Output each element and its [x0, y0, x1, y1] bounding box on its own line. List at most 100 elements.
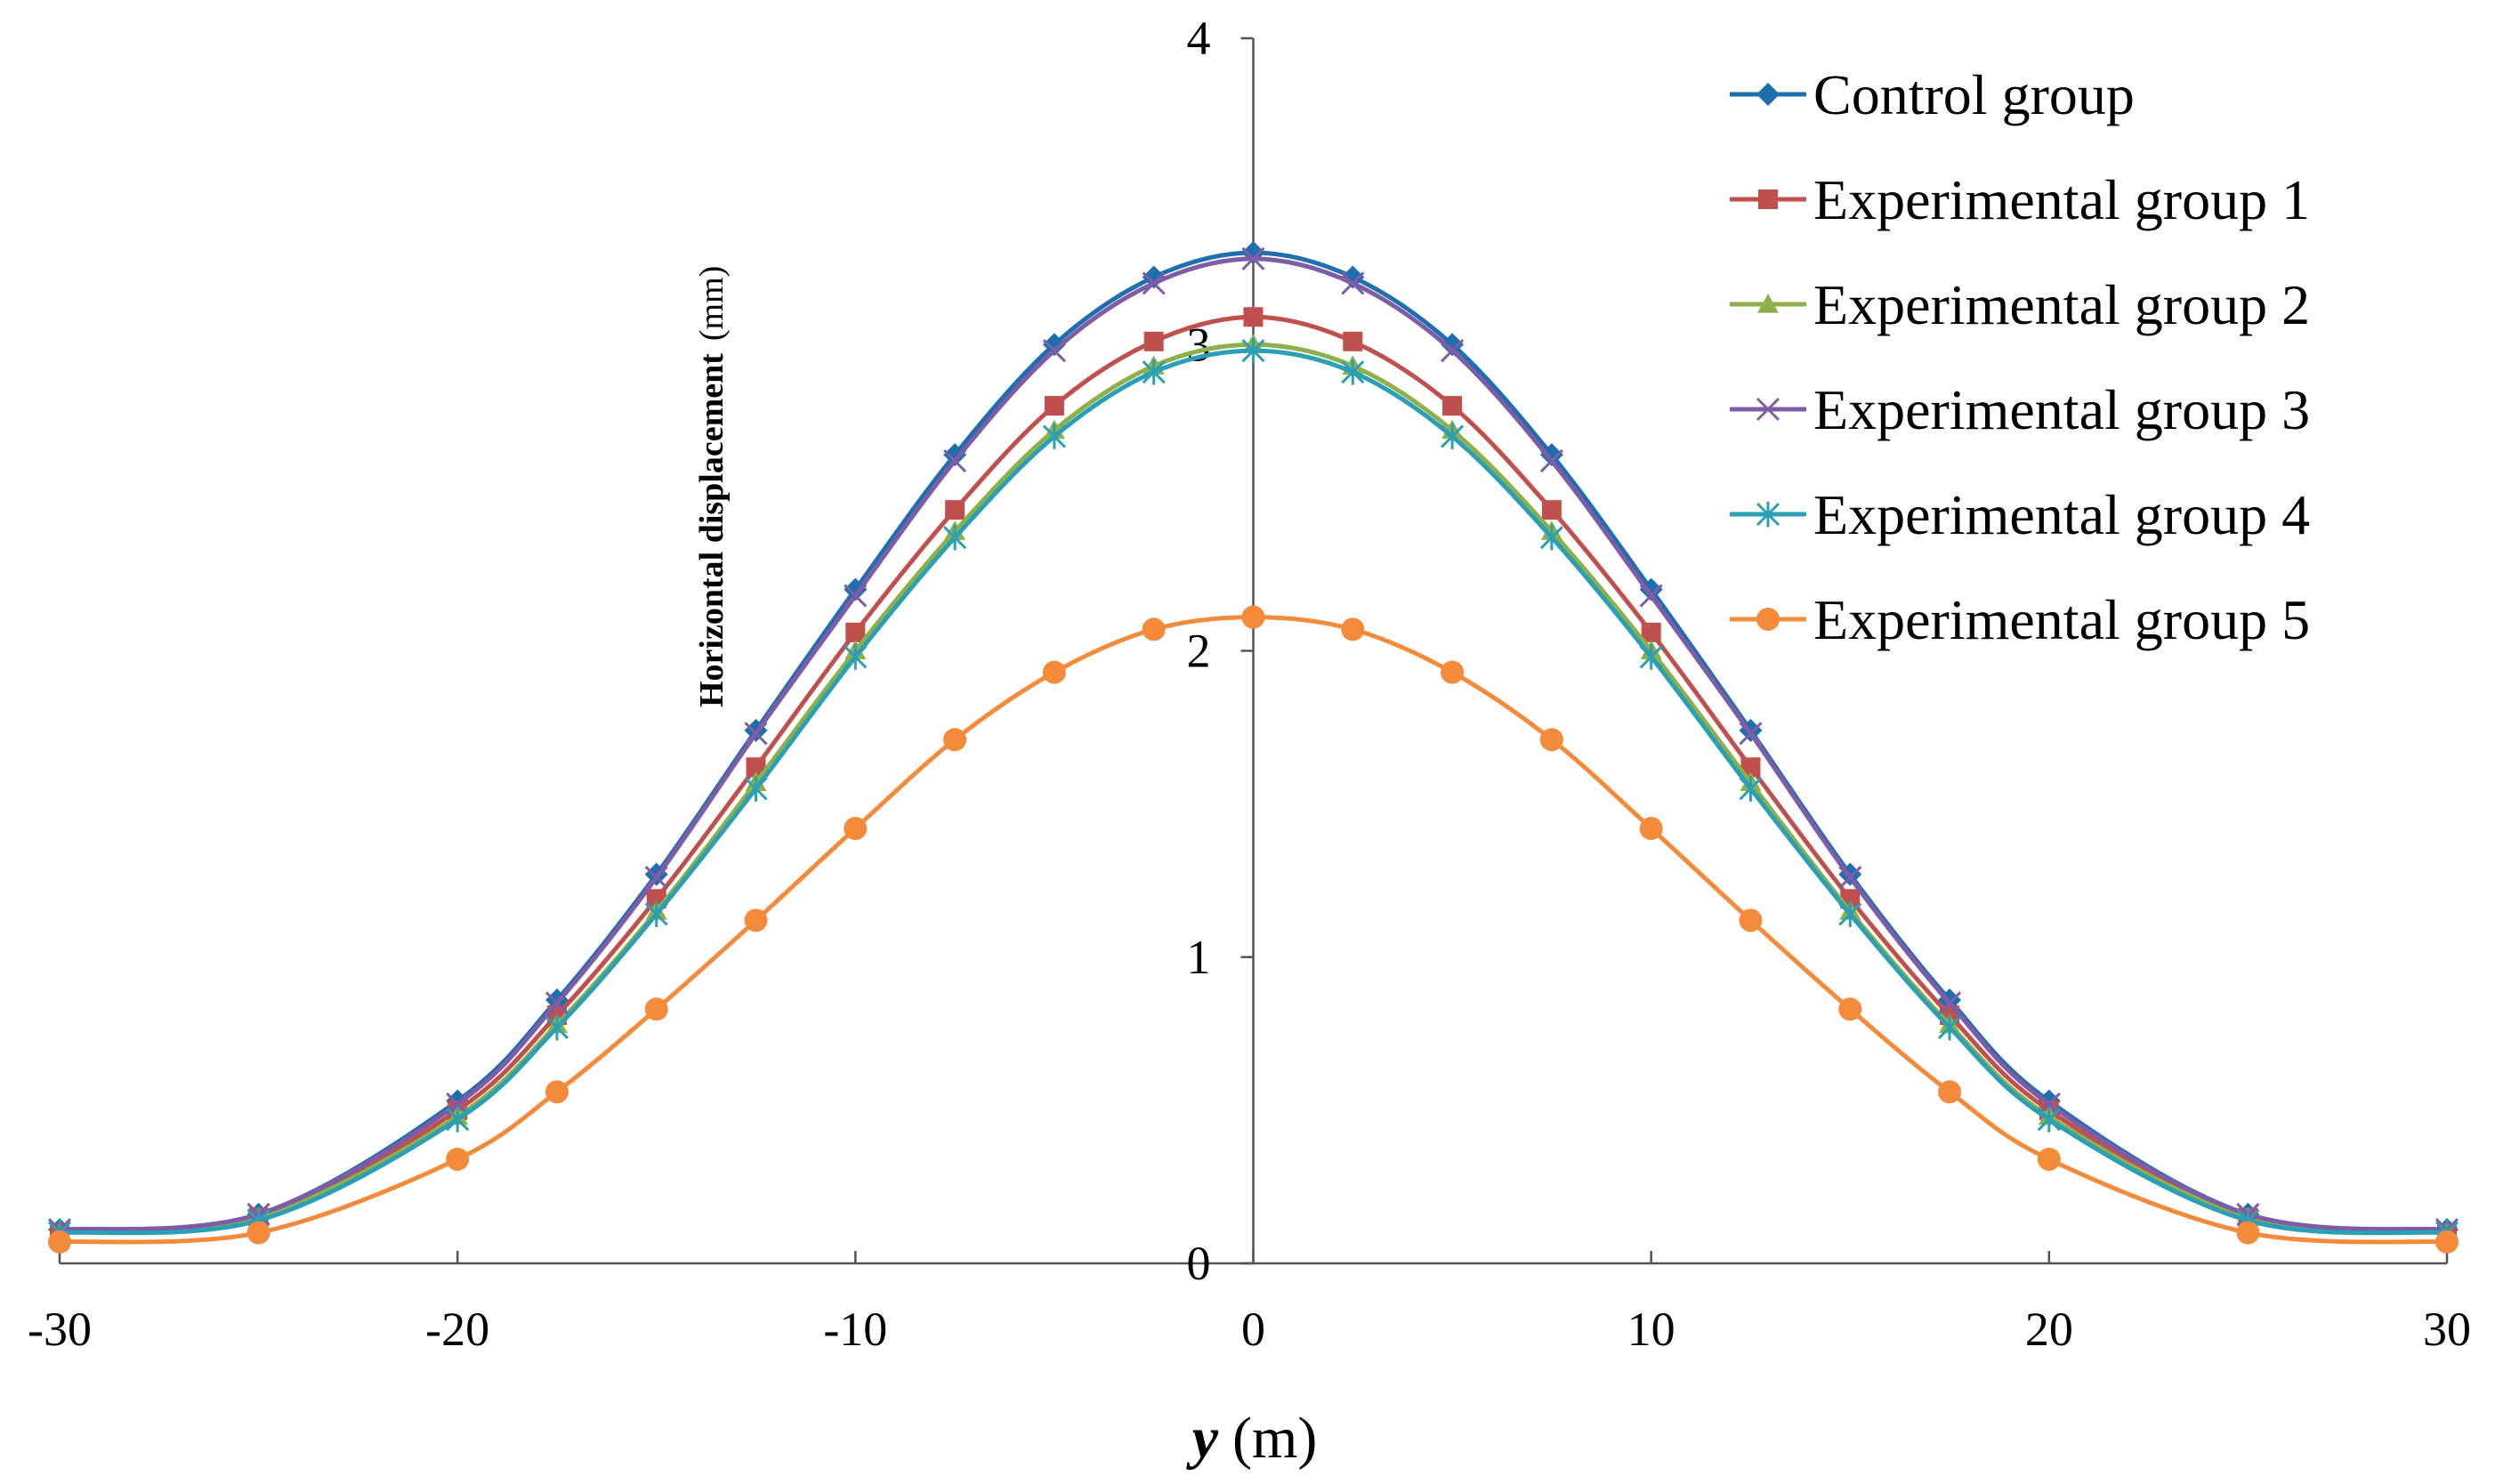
data-point	[844, 817, 868, 841]
data-point	[1042, 660, 1066, 684]
legend-marker	[1756, 397, 1780, 422]
data-point	[1739, 776, 1763, 802]
data-point	[2037, 1106, 2061, 1133]
legend-entry: Experimental group 4	[1730, 483, 2310, 546]
data-point	[1740, 757, 1761, 778]
data-point	[1243, 307, 1264, 327]
data-point	[1241, 337, 1265, 364]
data-point	[1241, 605, 1265, 629]
legend-label: Experimental group 4	[1813, 483, 2310, 546]
data-point	[1441, 333, 1465, 357]
data-point	[1042, 339, 1066, 363]
legend-label: Experimental group 2	[1813, 273, 2310, 336]
legend-marker	[1756, 608, 1780, 631]
data-point	[1042, 333, 1066, 357]
data-point	[1442, 396, 1463, 416]
data-point	[1938, 1080, 1962, 1104]
data-point	[1441, 660, 1465, 684]
data-point	[1838, 866, 1862, 890]
data-point	[845, 622, 866, 642]
x-tick-label: 20	[2025, 1303, 2073, 1356]
data-point	[1739, 908, 1763, 932]
data-point	[1441, 339, 1465, 363]
data-point	[1042, 423, 1066, 449]
data-point	[945, 500, 965, 520]
data-point	[1539, 449, 1563, 473]
data-point	[844, 643, 868, 670]
data-point	[1838, 997, 1862, 1021]
data-point	[1343, 331, 1363, 351]
data-point	[446, 1106, 470, 1133]
data-point	[844, 584, 868, 608]
data-point	[644, 901, 668, 927]
data-point	[744, 722, 768, 746]
data-point	[1142, 617, 1166, 641]
data-point	[746, 757, 766, 778]
data-point	[1641, 622, 1661, 642]
legend-entry: Experimental group 2	[1730, 273, 2310, 336]
data-point	[1541, 500, 1562, 520]
data-point	[1639, 584, 1663, 608]
x-tick-label: 0	[1241, 1303, 1265, 1356]
data-point	[1441, 423, 1465, 449]
x-tick-label: 30	[2423, 1303, 2471, 1356]
data-point	[2037, 1147, 2061, 1171]
legend-entry: Control group	[1730, 63, 2135, 126]
legend-marker	[1757, 294, 1779, 313]
data-point	[545, 991, 569, 1015]
data-point	[1838, 901, 1862, 927]
data-point	[1341, 617, 1365, 641]
legend-marker	[1756, 83, 1780, 106]
data-point	[1143, 331, 1164, 351]
legend-marker	[1758, 190, 1778, 209]
data-point	[744, 776, 768, 802]
data-point	[48, 1230, 71, 1254]
y-tick-label: 1	[1187, 931, 1211, 984]
y-tick-label: 2	[1187, 625, 1211, 678]
data-point	[943, 524, 967, 551]
data-point	[1539, 524, 1563, 551]
legend-entry: Experimental group 5	[1730, 588, 2310, 651]
legend-label: Experimental group 5	[1813, 588, 2310, 651]
data-point	[1341, 359, 1365, 385]
data-point	[1639, 817, 1663, 841]
data-point	[644, 866, 668, 890]
series-6	[48, 605, 2459, 1254]
legend-entry: Experimental group 3	[1730, 378, 2310, 441]
legend-label: Experimental group 3	[1813, 378, 2310, 441]
data-point	[1937, 991, 1962, 1015]
data-point	[2236, 1221, 2260, 1245]
data-point	[2435, 1230, 2459, 1254]
data-point	[943, 443, 967, 467]
data-point	[246, 1221, 270, 1245]
data-point	[844, 577, 868, 601]
data-point	[1142, 359, 1166, 385]
x-tick-label: 10	[1627, 1303, 1675, 1356]
data-point	[1539, 728, 1563, 752]
legend: Control group Experimental group 1 Experim…	[1730, 63, 2310, 651]
legend-entry: Experimental group 1	[1730, 168, 2310, 231]
plot-area	[47, 240, 2459, 1254]
data-point	[1241, 246, 1265, 270]
data-point	[1639, 643, 1663, 670]
y-tick-label: 4	[1187, 12, 1211, 65]
data-point	[1044, 396, 1064, 416]
x-tick-label: -30	[28, 1303, 92, 1356]
data-point	[1937, 1014, 1962, 1041]
y-tick-label: 0	[1187, 1237, 1211, 1290]
data-point	[545, 1014, 569, 1041]
y-axis-label: Horizontal displacement(mm)	[693, 266, 731, 707]
data-point	[943, 728, 967, 752]
legend-marker	[1756, 501, 1780, 528]
data-point	[446, 1147, 470, 1171]
data-point	[644, 997, 668, 1021]
data-point	[1142, 271, 1166, 295]
data-point	[1739, 722, 1763, 746]
data-point	[1539, 443, 1563, 467]
x-tick-label: -10	[823, 1303, 887, 1356]
data-point	[943, 449, 967, 473]
data-point	[545, 1080, 569, 1104]
x-tick-label: -20	[425, 1303, 489, 1356]
